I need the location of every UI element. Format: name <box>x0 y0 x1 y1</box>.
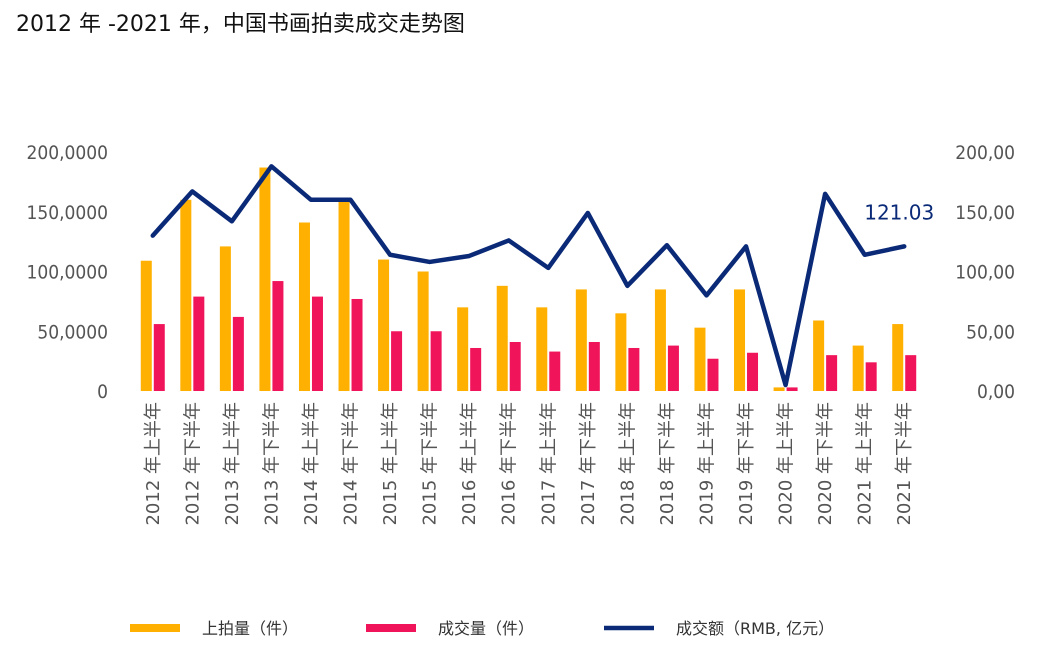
sold-volume-bar <box>430 331 442 391</box>
right-axis-tick-label: 50,00 <box>966 321 1015 343</box>
x-axis-tick-label: 2020 年下半年 <box>815 402 836 526</box>
turnover-line <box>150 164 907 388</box>
listed-volume-bar <box>536 307 548 391</box>
right-axis-tick-label: 150,00 <box>955 202 1015 224</box>
annotation-layer: 121.03 <box>864 200 934 224</box>
sold-volume-bar <box>153 324 165 391</box>
x-axis-tick-label: 2017 年下半年 <box>578 402 599 526</box>
sold-volume-bar <box>747 352 759 391</box>
x-axis-tick-label: 2019 年下半年 <box>736 402 757 526</box>
listed-volume-bar <box>734 289 746 391</box>
sold-volume-bar <box>311 296 323 391</box>
left-axis-tick-label: 150,0000 <box>26 202 108 224</box>
x-axis-tick-label: 2013 年上半年 <box>222 402 243 526</box>
sold-volume-bar <box>193 296 205 391</box>
sold-volume-bar <box>786 387 798 391</box>
x-axis-tick-label: 2014 年上半年 <box>301 402 322 526</box>
left-axis-tick-label: 0 <box>97 381 108 403</box>
sold-volume-bar <box>707 358 719 391</box>
listed-volume-bar <box>219 246 231 391</box>
right-axis-tick-label: 100,00 <box>955 262 1015 284</box>
x-axis-labels: 2012 年上半年 2012 年下半年 2013 年上半年 2013 年下半年 2014… <box>143 402 915 526</box>
left-axis: 0 50,0000 100,0000 150,0000 200,0000 <box>26 142 108 403</box>
x-axis-tick-label: 2021 年上半年 <box>855 402 876 526</box>
bar-layer <box>140 167 917 391</box>
listed-volume-bar <box>259 167 271 391</box>
x-axis-tick-label: 2015 年上半年 <box>380 402 401 526</box>
sold-volume-bar <box>667 345 679 391</box>
listed-volume-bar <box>694 327 706 391</box>
listed-volume-bar <box>338 200 350 391</box>
listed-volume-bar <box>654 289 666 391</box>
sold-volume-bar <box>351 298 363 391</box>
sold-volume-bar <box>272 281 284 391</box>
listed-volume-bar <box>773 387 785 391</box>
listed-volume-bar <box>892 324 904 391</box>
sold-volume-bar <box>509 342 521 391</box>
x-axis-tick-label: 2018 年上半年 <box>617 402 638 526</box>
sold-volume-bar <box>865 362 877 391</box>
listed-volume-bar <box>298 222 310 391</box>
x-axis-tick-label: 2014 年下半年 <box>341 402 362 526</box>
left-axis-tick-label: 200,0000 <box>26 142 108 164</box>
listed-volume-bar <box>457 307 469 391</box>
sold-volume-bar <box>826 355 838 391</box>
legend-label: 成交额（RMB, 亿元） <box>676 619 834 638</box>
listed-volume-bar <box>852 345 864 391</box>
sold-volume-bar <box>391 331 403 391</box>
legend-label: 成交量（件） <box>438 619 534 638</box>
sold-volume-bar <box>588 342 600 391</box>
sold-volume-bar <box>470 347 482 391</box>
left-axis-tick-label: 50,0000 <box>37 321 108 343</box>
sold-volume-bar <box>628 347 640 391</box>
listed-volume-bar <box>140 260 152 391</box>
right-axis-tick-label: 0,00 <box>977 381 1015 403</box>
sold-volume-bar <box>232 316 244 391</box>
listed-volume-bar <box>615 313 627 391</box>
line-layer <box>150 164 907 388</box>
x-axis-tick-label: 2012 年下半年 <box>182 402 203 526</box>
legend-swatch <box>130 624 180 632</box>
sold-volume-bar <box>549 351 561 391</box>
x-axis-tick-label: 2019 年上半年 <box>696 402 717 526</box>
chart-title: 2012 年 -2021 年，中国书画拍卖成交走势图 <box>16 12 465 37</box>
x-axis-tick-label: 2012 年上半年 <box>143 402 164 526</box>
right-axis-tick-label: 200,00 <box>955 142 1015 164</box>
listed-volume-bar <box>575 289 587 391</box>
x-axis-tick-label: 2017 年上半年 <box>538 402 559 526</box>
listed-volume-bar <box>496 285 508 391</box>
listed-volume-bar <box>378 259 390 391</box>
x-axis-tick-label: 2013 年下半年 <box>261 402 282 526</box>
legend: 上拍量（件） 成交量（件） 成交额（RMB, 亿元） <box>130 619 834 638</box>
left-axis-tick-label: 100,0000 <box>26 262 108 284</box>
legend-swatch <box>366 624 416 632</box>
x-axis-tick-label: 2015 年下半年 <box>420 402 441 526</box>
x-axis-tick-label: 2016 年下半年 <box>499 402 520 526</box>
right-axis: 0,00 50,00 100,00 150,00 200,00 <box>955 142 1015 403</box>
data-label: 121.03 <box>864 200 934 224</box>
listed-volume-bar <box>180 199 192 391</box>
listed-volume-bar <box>813 320 825 391</box>
x-axis-tick-label: 2020 年上半年 <box>776 402 797 526</box>
listed-volume-bar <box>417 271 429 391</box>
x-axis-tick-label: 2018 年下半年 <box>657 402 678 526</box>
x-axis-tick-label: 2016 年上半年 <box>459 402 480 526</box>
legend-label: 上拍量（件） <box>202 619 298 638</box>
x-axis-tick-label: 2021 年下半年 <box>894 402 915 526</box>
sold-volume-bar <box>905 355 917 391</box>
